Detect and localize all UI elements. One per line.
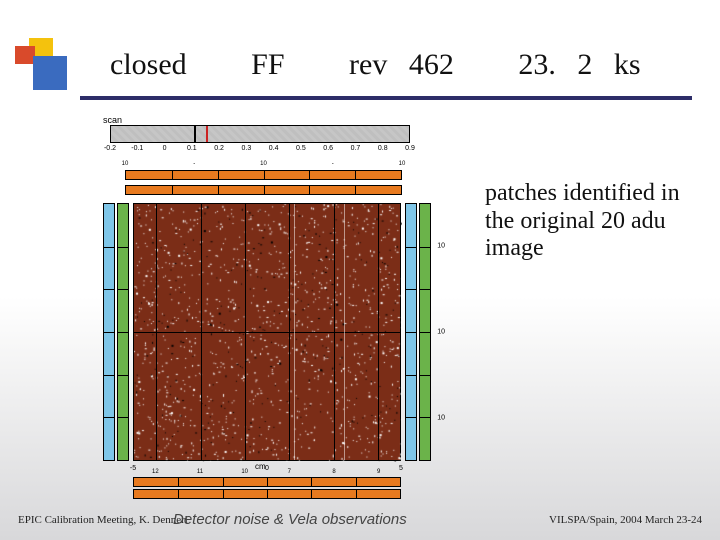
detector-main-panel <box>133 203 401 461</box>
footer-right: VILSPA/Spain, 2004 March 23-24 <box>549 514 702 526</box>
detector-noise-canvas <box>134 204 402 462</box>
footer-center: Detector noise & Vela observations <box>173 511 407 528</box>
detector-figure: scan -0.2-0.100.10.20.30.40.50.60.70.80.… <box>95 115 430 490</box>
legend-ticks: -0.2-0.100.10.20.30.40.50.60.70.80.9 <box>110 145 410 155</box>
figure-small-title: scan <box>103 115 122 125</box>
title-rev: rev 462 <box>349 48 454 81</box>
right-axis-ticks: 101010 <box>407 203 427 461</box>
slide-title: closed FF rev 462 23. 2 ks <box>110 48 641 82</box>
side-bar-cyan-left <box>103 203 115 461</box>
orange-bar-lower <box>125 185 402 195</box>
title-exposure: 23. 2 ks <box>518 48 640 81</box>
bottom-orange-bar-1 <box>133 477 401 487</box>
annotation-text: patches identified in the original 20 ad… <box>485 180 690 263</box>
legend-mark-red <box>206 126 208 142</box>
title-ff: FF <box>251 48 284 81</box>
legend-strip <box>110 125 410 143</box>
bottom-cm-ticks: -505 <box>133 465 401 475</box>
title-closed: closed <box>110 48 187 81</box>
slide-logo <box>15 38 80 93</box>
side-bar-green-left <box>117 203 129 461</box>
legend-mark-black <box>194 126 196 142</box>
bottom-orange-bar-2 <box>133 489 401 499</box>
footer-left: EPIC Calibration Meeting, K. Dennerl <box>18 514 188 526</box>
orange-bar-upper <box>125 170 402 180</box>
title-underline <box>80 96 692 100</box>
orange-top-ticks: 10-10-10 <box>125 161 402 169</box>
